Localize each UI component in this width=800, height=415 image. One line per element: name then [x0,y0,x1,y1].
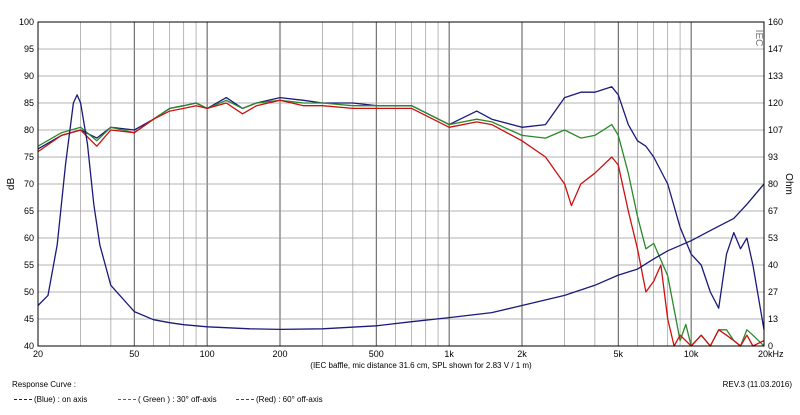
watermark: IEC [753,30,764,47]
left-tick-label: 40 [24,341,34,351]
right-tick-label: 147 [768,44,783,54]
series-line-2 [37,99,765,347]
x-tick-label: 1k [444,349,454,359]
x-tick-label: 20kHz [758,349,784,359]
legend-red-swatch [236,399,254,401]
x-tick-label: 5k [614,349,624,359]
right-tick-label: 107 [768,125,783,135]
left-axis-label: dB [6,178,17,191]
left-tick-label: 50 [24,287,34,297]
right-tick-label: 120 [768,98,783,108]
right-axis-label: Ohm [783,173,794,195]
left-tick-label: 65 [24,206,34,216]
x-tick-label: 200 [272,349,287,359]
left-tick-label: 95 [24,44,34,54]
series-line-3 [37,94,765,331]
right-tick-label: 67 [768,206,778,216]
right-tick-label: 27 [768,287,778,297]
right-tick-label: 13 [768,314,778,324]
left-tick-label: 55 [24,260,34,270]
x-tick-label: 20 [33,349,43,359]
x-tick-label: 100 [200,349,215,359]
legend-blue: (Blue) : on axis [14,395,87,404]
left-tick-label: 100 [19,17,34,27]
legend-blue-swatch [14,399,32,401]
left-tick-label: 75 [24,152,34,162]
series-lines [37,86,765,347]
left-tick-label: 45 [24,314,34,324]
revision-label: REV.3 (11.03.2016) [722,380,792,389]
left-tick-label: 85 [24,98,34,108]
legend-red-label: (Red) : 60° off-axis [256,395,323,404]
left-tick-label: 70 [24,179,34,189]
right-tick-label: 160 [768,17,783,27]
right-tick-label: 53 [768,233,778,243]
plot-frame [37,21,765,347]
right-axis-ticks: 0 13 27 40 53 67 80 93 107 120 133 147 160 [768,17,783,351]
legend-green: ( Green ) : 30° off-axis [118,395,217,404]
legend-green-label: ( Green ) : 30° off-axis [138,395,217,404]
grid [37,21,765,347]
legend-blue-label: (Blue) : on axis [34,395,88,404]
legend-red: (Red) : 60° off-axis [236,395,323,404]
legend-title: Response Curve : [12,380,77,389]
right-tick-label: 0 [768,341,773,351]
right-tick-label: 40 [768,260,778,270]
left-tick-label: 90 [24,71,34,81]
right-tick-label: 93 [768,152,778,162]
right-tick-label: 80 [768,179,778,189]
x-tick-label: 500 [369,349,384,359]
chart-caption: (IEC baffle, mic distance 31.6 cm, SPL s… [310,361,532,370]
left-tick-label: 80 [24,125,34,135]
x-tick-label: 50 [129,349,139,359]
right-tick-label: 133 [768,71,783,81]
legend-green-swatch [118,399,136,401]
left-tick-label: 60 [24,233,34,243]
x-tick-label: 10k [684,349,699,359]
left-axis-ticks: 40 45 50 55 60 65 70 75 80 85 90 95 100 [19,17,34,351]
x-axis-ticks: 20 50 100 200 500 1k 2k 5k 10k 20kHz [33,349,784,359]
x-tick-label: 2k [517,349,527,359]
